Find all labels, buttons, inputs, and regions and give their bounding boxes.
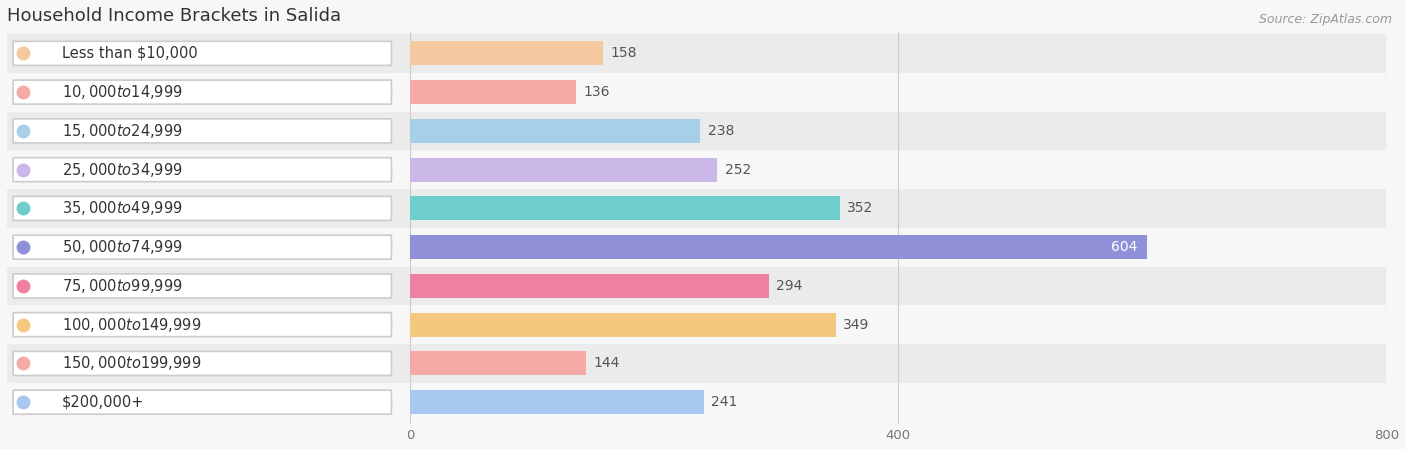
FancyBboxPatch shape — [13, 119, 391, 143]
Text: 349: 349 — [844, 318, 869, 332]
Text: 294: 294 — [776, 279, 803, 293]
FancyBboxPatch shape — [13, 196, 391, 220]
Text: $150,000 to $199,999: $150,000 to $199,999 — [62, 354, 201, 372]
Text: Source: ZipAtlas.com: Source: ZipAtlas.com — [1258, 13, 1392, 26]
Text: 238: 238 — [707, 124, 734, 138]
Bar — [409, 41, 603, 66]
Bar — [409, 119, 700, 143]
FancyBboxPatch shape — [13, 235, 391, 259]
FancyBboxPatch shape — [13, 390, 391, 414]
Bar — [7, 383, 1386, 422]
FancyBboxPatch shape — [13, 41, 391, 66]
Text: $50,000 to $74,999: $50,000 to $74,999 — [62, 238, 183, 256]
Text: $10,000 to $14,999: $10,000 to $14,999 — [62, 83, 183, 101]
Bar — [7, 111, 1386, 150]
Text: Less than $10,000: Less than $10,000 — [62, 46, 198, 61]
Bar — [7, 150, 1386, 189]
Bar — [409, 80, 576, 104]
FancyBboxPatch shape — [13, 313, 391, 337]
Bar — [7, 228, 1386, 267]
Text: $200,000+: $200,000+ — [62, 395, 145, 409]
Bar — [409, 313, 837, 337]
Bar — [409, 158, 717, 182]
Text: 252: 252 — [725, 163, 751, 176]
Text: 144: 144 — [593, 357, 619, 370]
Text: $15,000 to $24,999: $15,000 to $24,999 — [62, 122, 183, 140]
Text: 604: 604 — [1111, 240, 1137, 254]
Text: $75,000 to $99,999: $75,000 to $99,999 — [62, 277, 183, 295]
Bar — [409, 274, 769, 298]
Text: $25,000 to $34,999: $25,000 to $34,999 — [62, 161, 183, 179]
Text: 352: 352 — [846, 202, 873, 216]
Bar — [7, 344, 1386, 383]
Text: 158: 158 — [610, 46, 637, 60]
Bar — [7, 73, 1386, 111]
Text: 241: 241 — [711, 395, 738, 409]
FancyBboxPatch shape — [13, 158, 391, 182]
Bar — [409, 235, 1147, 259]
Bar — [409, 352, 586, 375]
Text: $100,000 to $149,999: $100,000 to $149,999 — [62, 316, 201, 334]
FancyBboxPatch shape — [13, 274, 391, 298]
Text: Household Income Brackets in Salida: Household Income Brackets in Salida — [7, 7, 342, 25]
Bar — [409, 196, 839, 220]
Bar — [7, 189, 1386, 228]
FancyBboxPatch shape — [13, 352, 391, 375]
Text: $35,000 to $49,999: $35,000 to $49,999 — [62, 199, 183, 217]
Bar — [7, 34, 1386, 73]
Bar — [7, 267, 1386, 305]
Text: 136: 136 — [583, 85, 610, 99]
FancyBboxPatch shape — [13, 80, 391, 104]
Bar — [409, 390, 704, 414]
Bar — [7, 305, 1386, 344]
